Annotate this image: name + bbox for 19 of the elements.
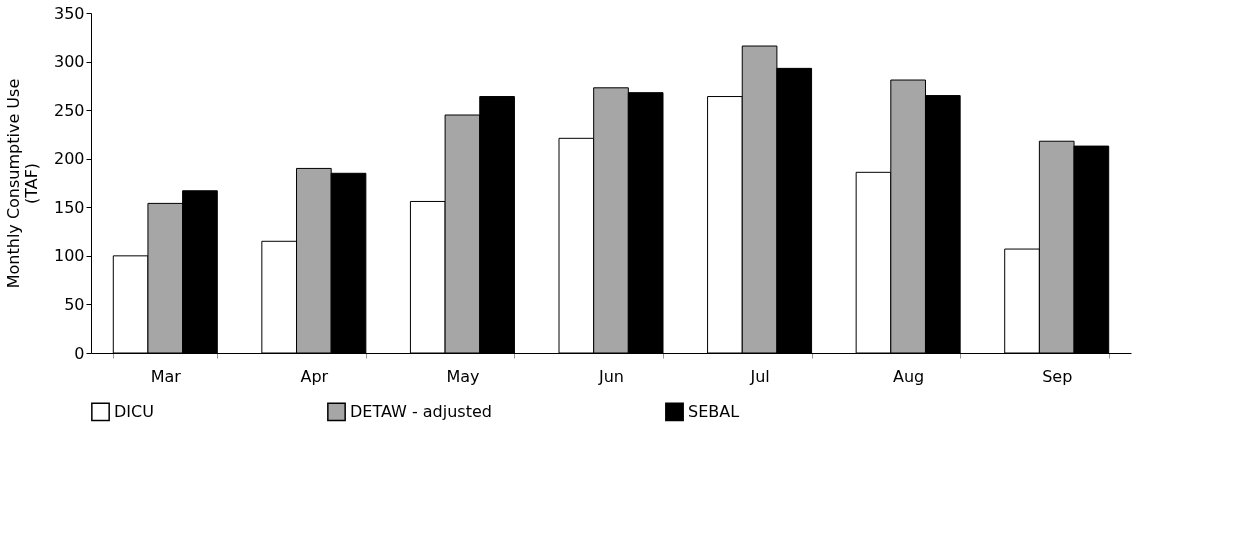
y-tick-label: 200 bbox=[53, 149, 85, 169]
y-tick-label: 350 bbox=[53, 3, 85, 23]
legend-label: DICU bbox=[114, 401, 154, 421]
y-tick-label: 50 bbox=[64, 294, 85, 314]
y-tick-label: 150 bbox=[53, 197, 85, 217]
legend-label: SEBAL bbox=[688, 401, 740, 421]
x-tick-label: Jul bbox=[749, 366, 770, 386]
x-tick-label: Sep bbox=[1042, 366, 1073, 386]
x-tick-label: Mar bbox=[150, 366, 182, 386]
y-tick-label: 100 bbox=[53, 246, 85, 266]
x-tick-label: Apr bbox=[300, 366, 329, 386]
y-tick-label: 0 bbox=[74, 343, 85, 363]
x-tick-label: Jun bbox=[598, 366, 624, 386]
y-tick-label: 250 bbox=[53, 100, 85, 120]
x-tick-label: May bbox=[446, 366, 480, 386]
x-tick-label: Aug bbox=[893, 366, 925, 386]
y-tick-label: 300 bbox=[53, 52, 85, 72]
legend-label: DETAW - adjusted bbox=[350, 401, 492, 421]
y-axis-title: Monthly Consumptive Use (TAF) bbox=[3, 78, 41, 289]
